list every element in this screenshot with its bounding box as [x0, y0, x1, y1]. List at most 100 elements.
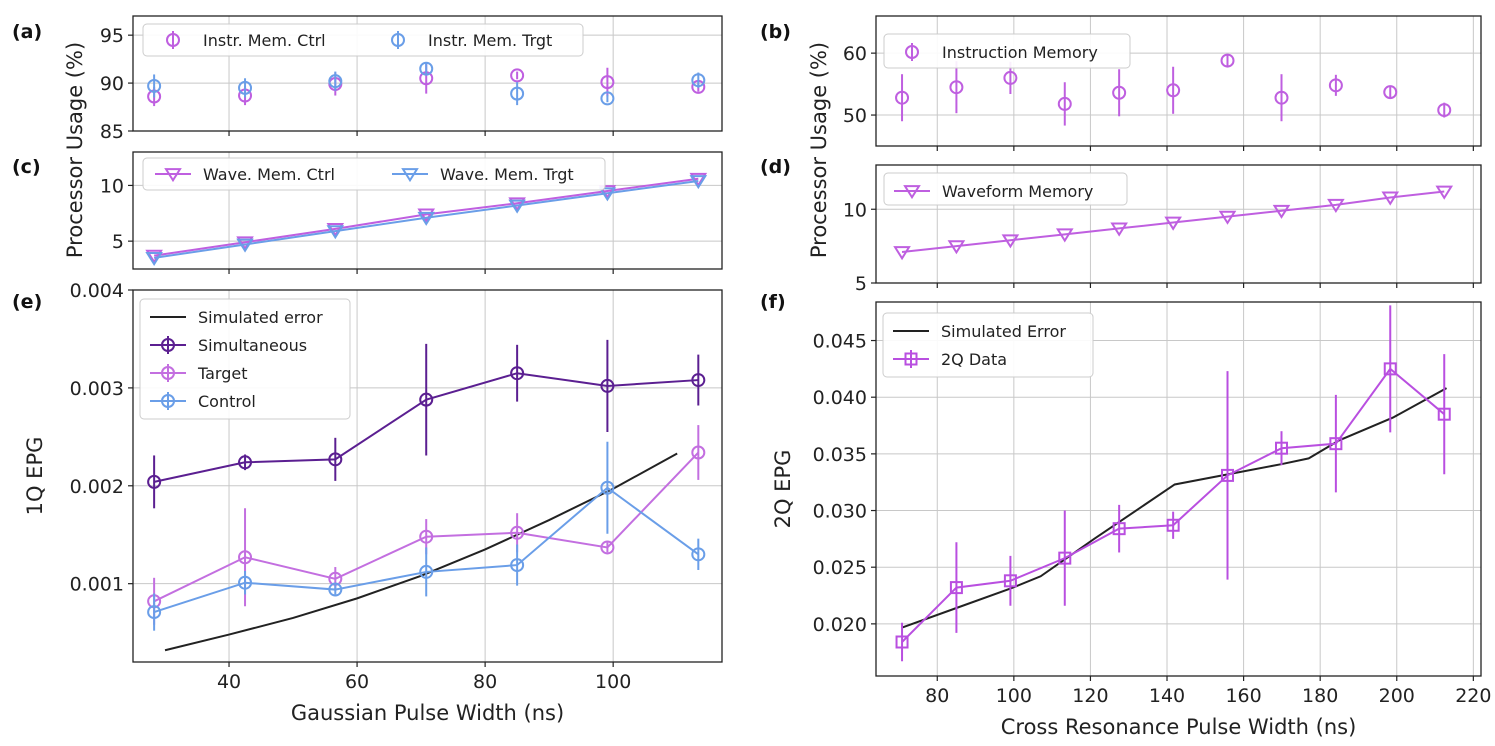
axes-frame [875, 301, 1482, 677]
legend-label: Instr. Mem. Ctrl [203, 31, 326, 50]
plot-area [145, 172, 708, 267]
panel-a: (a) 85 90 95 Instr. Mem. Ctrl Instr. Mem. Trg… [12, 15, 723, 143]
data-point [238, 80, 253, 95]
data-point [600, 75, 615, 90]
data-point [510, 68, 525, 83]
legend: Waveform Memory [883, 172, 1128, 206]
y-tick-label: 85 [100, 121, 124, 143]
processor-usage-label: Processor Usage (%) [807, 42, 831, 258]
x-tick-label: 140 [1149, 685, 1185, 707]
data-point [238, 550, 253, 565]
plot-area [895, 53, 1452, 126]
y-tick-label: 0.002 [70, 476, 124, 498]
data-point [600, 480, 615, 495]
x-tick-label: 120 [1072, 685, 1108, 707]
panel-c: (c) 5 10 Wave. Mem. Ctrl Wave. Mem. Trgt [12, 151, 723, 274]
axes-frame [132, 15, 723, 132]
data-point [401, 168, 419, 183]
series-wave-mem-ctrl [145, 172, 708, 264]
legend-label: Instr. Mem. Trgt [428, 31, 552, 50]
data-point [419, 392, 434, 407]
data-point [598, 185, 617, 200]
x-tick-label: 40 [217, 671, 241, 693]
legend-label: 2Q Data [941, 350, 1007, 369]
panel-label: (d) [760, 156, 791, 178]
y-axis-label: 2Q EPG [771, 450, 795, 529]
data-point [1328, 78, 1343, 93]
series-line [153, 179, 699, 259]
data-point [1058, 551, 1072, 565]
data-point [145, 249, 163, 264]
legend-frame [139, 298, 351, 420]
data-point [147, 78, 162, 93]
axes-frame [132, 151, 723, 270]
legend: Instr. Mem. Ctrl Instr. Mem. Trgt [142, 23, 584, 57]
panel-label: (f) [760, 291, 786, 313]
y-tick-label: 60 [843, 43, 867, 65]
data-point [510, 366, 525, 381]
data-point [419, 529, 434, 544]
panel-label: (e) [12, 291, 42, 313]
data-point [689, 175, 708, 190]
legend-label: Wave. Mem. Ctrl [203, 165, 335, 184]
plot-area [895, 305, 1451, 662]
series-line [902, 387, 1448, 629]
data-point [1166, 83, 1181, 98]
data-point [691, 547, 706, 562]
plot-area [893, 185, 1454, 261]
y-tick-label: 0.045 [813, 331, 867, 353]
legend-frame [883, 33, 1131, 69]
data-point [1110, 222, 1128, 237]
data-point [1381, 191, 1400, 206]
x-tick-label: 100 [996, 685, 1032, 707]
data-point [238, 575, 253, 590]
data-point [1057, 96, 1072, 111]
panel-f: (f) 80 100 120 140 160 180 200 220 0.020 0.025 0.03… [760, 291, 1491, 739]
data-point [1112, 522, 1126, 536]
legend-item: Target [150, 364, 248, 383]
series-waveform-memory [893, 185, 1454, 261]
data-point [236, 238, 254, 253]
data-point [1218, 210, 1237, 225]
data-point [326, 222, 345, 238]
legend: Instruction Memory [883, 33, 1131, 69]
data-point [391, 33, 405, 47]
data-point [166, 33, 180, 47]
data-point [1274, 90, 1289, 105]
legend-item: Simulated Error [893, 322, 1066, 341]
data-point [328, 74, 343, 89]
x-tick-label: 100 [595, 671, 631, 693]
data-point [1272, 204, 1291, 219]
series-wave-mem-trgt [145, 175, 708, 267]
data-point [1112, 85, 1127, 100]
data-point [1221, 468, 1235, 482]
data-point [238, 455, 253, 470]
legend-label: Waveform Memory [942, 182, 1093, 201]
legend-item: Control [150, 392, 256, 411]
data-point [510, 558, 525, 573]
legend-frame [142, 23, 584, 57]
data-point [1003, 574, 1017, 588]
y-tick-label: 10 [843, 199, 867, 221]
legend-label: Simulated Error [941, 322, 1066, 341]
data-point [1166, 518, 1180, 532]
data-point [1003, 70, 1018, 85]
data-point [600, 540, 615, 555]
data-point [1437, 103, 1452, 118]
data-point [691, 73, 706, 88]
data-point [328, 582, 343, 597]
data-point [691, 445, 706, 460]
legend-frame [883, 172, 1128, 206]
data-point [419, 61, 434, 76]
y-tick-label: 90 [100, 73, 124, 95]
legend-item: Waveform Memory [894, 182, 1093, 201]
y-tick-label: 0.001 [70, 574, 124, 596]
legend-item: Instr. Mem. Ctrl [166, 31, 326, 50]
series-control [147, 441, 706, 631]
panel-label: (c) [12, 156, 41, 178]
x-axis-label: Gaussian Pulse Width (ns) [291, 701, 564, 725]
data-point [1437, 407, 1451, 421]
data-point [161, 338, 175, 352]
legend-label: Wave. Mem. Trgt [440, 165, 574, 184]
data-point [689, 172, 708, 187]
